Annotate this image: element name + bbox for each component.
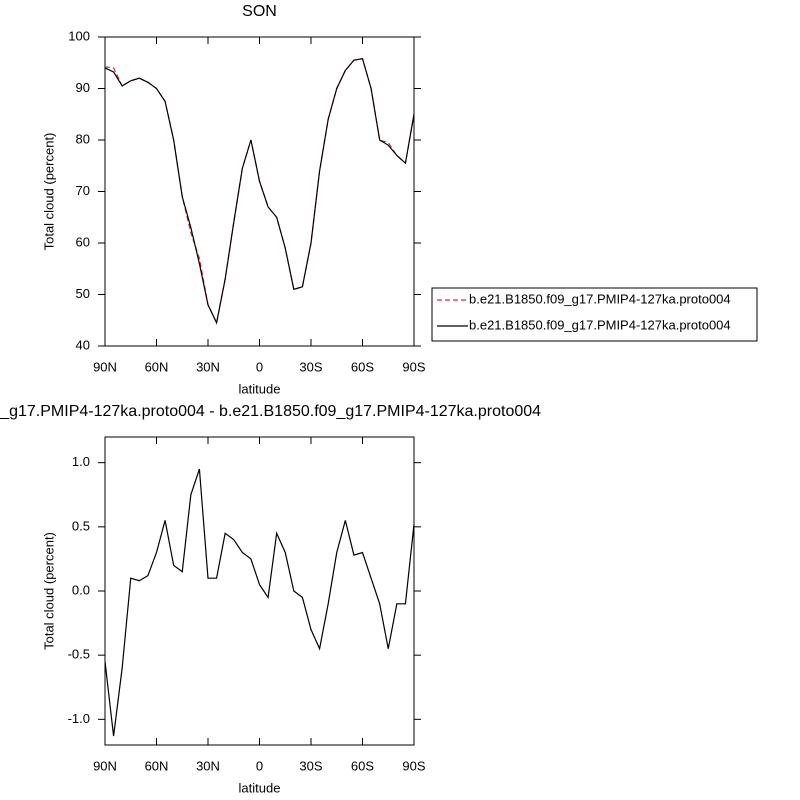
x-tick-label: 60S bbox=[351, 758, 374, 773]
x-tick-label: 90S bbox=[402, 758, 425, 773]
legend: b.e21.B1850.f09_g17.PMIP4-127ka.proto004… bbox=[431, 287, 758, 342]
y-tick-label: 100 bbox=[68, 28, 90, 43]
data-line bbox=[104, 57, 415, 325]
x-tick-label: 30S bbox=[299, 758, 322, 773]
legend-label: b.e21.B1850.f09_g17.PMIP4-127ka.proto004 bbox=[469, 291, 731, 306]
legend-box bbox=[431, 287, 758, 342]
chart-title: f09_g17.PMIP4-127ka.proto004 - b.e21.B18… bbox=[0, 403, 541, 420]
x-tick-label: 90S bbox=[402, 359, 425, 374]
x-tick-label: 30S bbox=[299, 359, 322, 374]
x-tick-label: 0 bbox=[256, 359, 263, 374]
y-axis-label: Total cloud (percent) bbox=[41, 133, 56, 251]
y-tick-label: -0.5 bbox=[68, 647, 90, 662]
y-tick-label: 80 bbox=[76, 131, 90, 146]
y-tick-label: 60 bbox=[76, 234, 90, 249]
y-tick-label: 50 bbox=[76, 286, 90, 301]
y-tick-label: 0.5 bbox=[72, 518, 90, 533]
plot-frame bbox=[104, 436, 415, 746]
x-axis-label: latitude bbox=[239, 780, 281, 795]
x-tick-label: 60S bbox=[351, 359, 374, 374]
x-tick-label: 90N bbox=[93, 359, 117, 374]
x-tick-label: 30N bbox=[196, 359, 220, 374]
data-line bbox=[104, 57, 415, 325]
x-tick-label: 0 bbox=[256, 758, 263, 773]
chart-title: SON bbox=[242, 3, 277, 20]
y-tick-label: 1.0 bbox=[72, 454, 90, 469]
data-line bbox=[104, 468, 415, 737]
x-axis-label: latitude bbox=[239, 381, 281, 396]
legend-label: b.e21.B1850.f09_g17.PMIP4-127ka.proto004 bbox=[469, 317, 731, 332]
y-tick-label: 90 bbox=[76, 80, 90, 95]
y-tick-label: 0.0 bbox=[72, 582, 90, 597]
x-tick-label: 30N bbox=[196, 758, 220, 773]
x-tick-label: 60N bbox=[145, 758, 169, 773]
y-tick-label: -1.0 bbox=[68, 711, 90, 726]
x-tick-label: 60N bbox=[145, 359, 169, 374]
y-tick-label: 70 bbox=[76, 183, 90, 198]
y-tick-label: 40 bbox=[76, 337, 90, 352]
y-axis-label: Total cloud (percent) bbox=[41, 532, 56, 650]
x-tick-label: 90N bbox=[93, 758, 117, 773]
plot-frame bbox=[104, 36, 415, 347]
